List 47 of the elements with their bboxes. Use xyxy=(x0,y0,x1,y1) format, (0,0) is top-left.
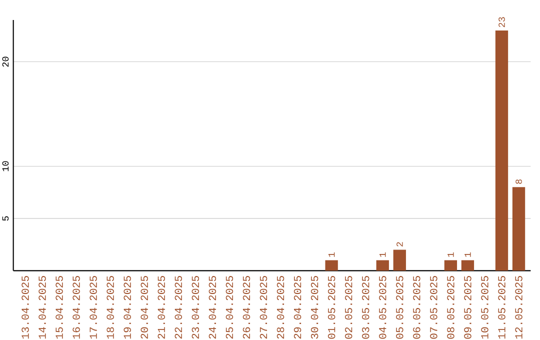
data-label: 2 xyxy=(396,242,403,246)
y-tick-label: 20 xyxy=(2,56,9,67)
x-tick-label: 29.04.2025 xyxy=(294,276,302,339)
x-tick-label: 10.05.2025 xyxy=(481,276,488,339)
y-tick-label: 5 xyxy=(2,216,9,221)
x-tick-label: 20.04.2025 xyxy=(140,276,148,339)
x-tick-label: 12.05.2025 xyxy=(515,276,522,339)
x-tick-label: 19.04.2025 xyxy=(124,276,131,339)
x-tick-label: 30.04.2025 xyxy=(310,276,318,339)
x-tick-label: 11.05.2025 xyxy=(498,276,506,339)
data-label: 23 xyxy=(498,17,505,28)
x-tick-label: 14.04.2025 xyxy=(38,276,46,339)
data-label: 1 xyxy=(380,252,386,257)
x-tick-label: 24.04.2025 xyxy=(208,276,216,339)
y-tick-label: 10 xyxy=(2,161,9,172)
x-tick-label: 04.05.2025 xyxy=(379,276,386,339)
bar xyxy=(325,260,338,271)
x-tick-label: 23.04.2025 xyxy=(192,276,200,339)
x-tick-label: 28.04.2025 xyxy=(276,276,284,339)
x-tick-label: 03.05.2025 xyxy=(362,276,370,339)
x-tick-label: 16.04.2025 xyxy=(72,276,80,339)
bar xyxy=(393,250,406,271)
bar xyxy=(376,260,389,271)
x-tick-label: 21.04.2025 xyxy=(158,276,166,339)
x-tick-label: 26.04.2025 xyxy=(242,276,250,339)
x-tick-label: 18.04.2025 xyxy=(106,276,114,339)
x-tick-label: 02.05.2025 xyxy=(344,276,352,339)
x-tick-label: 15.04.2025 xyxy=(56,276,63,339)
bar xyxy=(495,30,508,271)
x-tick-label: 17.04.2025 xyxy=(90,276,97,339)
x-tick-label: 22.04.2025 xyxy=(174,276,182,339)
bar xyxy=(461,260,474,271)
x-tick-label: 27.04.2025 xyxy=(260,276,268,339)
x-tick-label: 07.05.2025 xyxy=(430,276,438,339)
x-tick-label: 25.04.2025 xyxy=(226,276,234,339)
x-tick-label: 09.05.2025 xyxy=(464,276,472,339)
data-label: 1 xyxy=(328,252,335,257)
x-tick-label: 06.05.2025 xyxy=(413,276,420,339)
data-label: 1 xyxy=(448,252,454,257)
x-tick-label: 13.04.2025 xyxy=(22,276,29,339)
x-tick-label: 05.05.2025 xyxy=(396,276,404,339)
bar xyxy=(512,187,526,271)
x-tick-label: 01.05.2025 xyxy=(328,276,336,339)
data-label: 1 xyxy=(464,252,471,257)
data-label: 8 xyxy=(516,179,522,184)
bar xyxy=(444,260,458,271)
x-tick-label: 08.05.2025 xyxy=(447,276,454,339)
